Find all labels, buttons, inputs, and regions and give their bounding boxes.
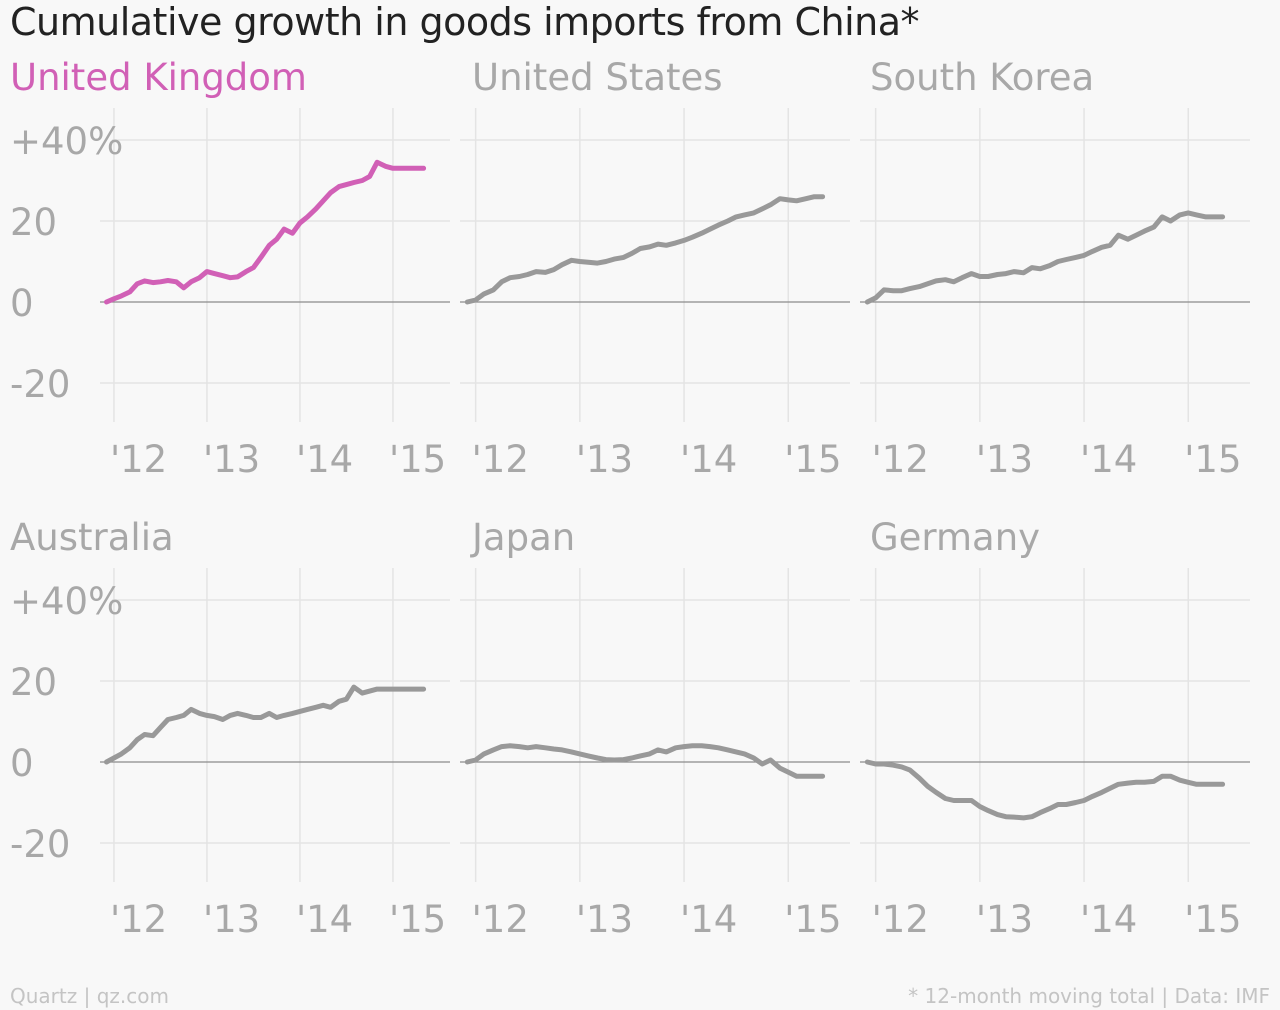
source-credit: Quartz | qz.com (10, 984, 169, 1008)
x-tick-label: '14 (680, 898, 737, 941)
panel-title: United Kingdom (10, 56, 307, 99)
footnote: * 12-month moving total | Data: IMF (908, 984, 1270, 1008)
panel-title: Australia (10, 516, 174, 559)
x-tick-label: '15 (389, 898, 446, 941)
x-tick-label: '15 (389, 438, 446, 481)
x-tick-label: '14 (1080, 438, 1137, 481)
x-tick-label: '12 (110, 898, 167, 941)
series-line (104, 684, 427, 765)
y-tick-label: 0 (10, 282, 34, 325)
x-tick-label: '14 (680, 438, 737, 481)
x-tick-label: '12 (872, 438, 929, 481)
x-tick-label: '14 (1080, 898, 1137, 941)
panel-japan: '12 '13 '14 '15 Japan (460, 516, 850, 941)
x-tick-label: '12 (110, 438, 167, 481)
x-tick-label: '13 (203, 898, 260, 941)
panel-united-kingdom: -20 0 20 +40% '12 '13 '14 '15 United Kingdom (10, 56, 450, 481)
panel-title: South Korea (870, 56, 1094, 99)
x-tick-label: '13 (976, 438, 1033, 481)
series-line (104, 159, 427, 305)
x-tick-label: '12 (872, 898, 929, 941)
y-tick-label: -20 (10, 363, 70, 406)
series-line (464, 194, 826, 305)
x-tick-label: '15 (1184, 438, 1241, 481)
y-tick-label: +40% (10, 120, 123, 163)
series-line (864, 210, 1226, 305)
x-tick-label: '13 (576, 438, 633, 481)
x-tick-label: '14 (296, 898, 353, 941)
x-tick-label: '15 (784, 898, 841, 941)
x-tick-label: '12 (472, 438, 529, 481)
panel-title: Japan (470, 516, 575, 559)
series-line (864, 759, 1226, 821)
panel-south-korea: '12 '13 '14 '15 South Korea (860, 56, 1250, 481)
series-line (464, 743, 826, 779)
panel-germany: '12 '13 '14 '15 Germany (860, 516, 1250, 941)
y-tick-label: +40% (10, 580, 123, 623)
panel-australia: -20 0 20 +40% '12 '13 '14 '15 Australia (10, 516, 450, 941)
x-tick-label: '13 (203, 438, 260, 481)
chart-title: Cumulative growth in goods imports from … (10, 0, 920, 44)
panel-united-states: '12 '13 '14 '15 United States (460, 56, 850, 481)
panel-title: United States (472, 56, 723, 99)
y-tick-label: 0 (10, 742, 34, 785)
x-tick-label: '13 (976, 898, 1033, 941)
panel-title: Germany (870, 516, 1040, 559)
x-tick-label: '13 (576, 898, 633, 941)
y-tick-label: -20 (10, 823, 70, 866)
y-tick-label: 20 (10, 201, 57, 244)
x-tick-label: '14 (296, 438, 353, 481)
x-tick-label: '15 (1184, 898, 1241, 941)
x-tick-label: '15 (784, 438, 841, 481)
y-tick-label: 20 (10, 661, 57, 704)
x-tick-label: '12 (472, 898, 529, 941)
